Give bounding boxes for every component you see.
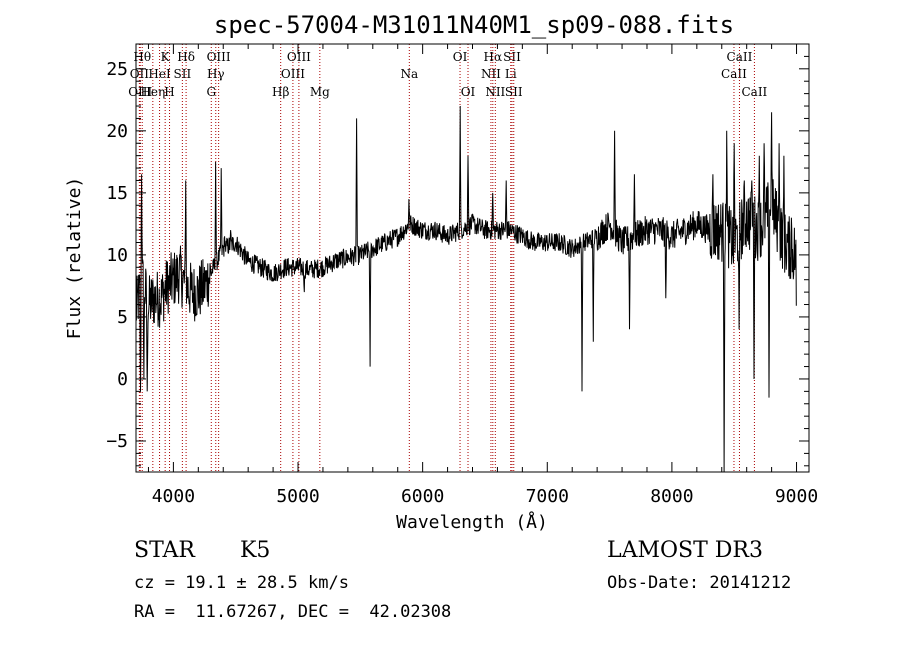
marker-label: OI bbox=[461, 85, 476, 99]
marker-label: Hβ bbox=[272, 85, 289, 99]
marker-label: Mg bbox=[310, 85, 330, 99]
x-axis-ticks: 4000 5000 6000 7000 8000 9000 bbox=[147, 44, 818, 507]
marker-label: K bbox=[161, 50, 171, 64]
x-tick-label: 7000 bbox=[526, 486, 569, 507]
marker-label: Hα bbox=[484, 50, 503, 64]
marker-label: Li bbox=[505, 67, 517, 81]
marker-label: SII bbox=[503, 50, 521, 64]
marker-label: Hγ bbox=[207, 67, 225, 81]
y-tick-label: 15 bbox=[106, 183, 128, 204]
marker-label: OIII bbox=[207, 50, 231, 64]
x-tick-label: 5000 bbox=[276, 486, 319, 507]
y-tick-label: −5 bbox=[106, 431, 128, 452]
marker-label: Heη bbox=[140, 85, 165, 99]
y-axis-ticks: −5 0 5 10 15 20 25 bbox=[106, 43, 809, 467]
marker-label: Na bbox=[400, 67, 418, 81]
marker-label: OIII bbox=[128, 85, 152, 99]
chart-title: spec-57004-M31011N40M1_sp09-088.fits bbox=[214, 11, 734, 39]
y-tick-label: 25 bbox=[106, 59, 128, 80]
marker-label: OII bbox=[130, 67, 150, 81]
spectral-line-markers: HθOIIOIIIHeηHeIKHSIIHδGHγOIIIHβOIIIOIIIM… bbox=[128, 44, 768, 472]
marker-label: Hθ bbox=[133, 50, 151, 64]
marker-label: Hδ bbox=[177, 50, 195, 64]
y-axis-label: Flux (relative) bbox=[64, 177, 85, 340]
redshift-value: cz = 19.1 ± 28.5 km/s bbox=[134, 573, 349, 593]
marker-label: HeI bbox=[148, 67, 171, 81]
marker-label: SII bbox=[174, 67, 192, 81]
marker-label: SII bbox=[505, 85, 523, 99]
marker-label: OIII bbox=[281, 67, 305, 81]
y-tick-label: 0 bbox=[117, 369, 128, 390]
object-subclass: K5 bbox=[240, 538, 271, 563]
coordinates: RA = 11.67267, DEC = 42.02308 bbox=[134, 602, 452, 622]
spectrum-series bbox=[135, 105, 797, 473]
x-tick-label: 4000 bbox=[152, 486, 195, 507]
marker-label: CaII bbox=[741, 85, 767, 99]
observation-date: Obs-Date: 20141212 bbox=[607, 573, 792, 593]
marker-label: OI bbox=[453, 50, 468, 64]
x-tick-label: 8000 bbox=[650, 486, 693, 507]
x-tick-label: 9000 bbox=[775, 486, 818, 507]
marker-label: NII bbox=[481, 67, 501, 81]
marker-label: CaII bbox=[727, 50, 753, 64]
marker-label: NII bbox=[485, 85, 505, 99]
x-tick-label: 6000 bbox=[401, 486, 444, 507]
marker-label: OIII bbox=[287, 50, 311, 64]
plot-frame bbox=[135, 43, 810, 473]
object-class: STAR bbox=[134, 538, 195, 563]
marker-label: H bbox=[164, 85, 174, 99]
marker-label: CaII bbox=[721, 67, 747, 81]
y-tick-label: 10 bbox=[106, 245, 128, 266]
x-axis-label: Wavelength (Å) bbox=[396, 511, 548, 533]
y-tick-label: 20 bbox=[106, 121, 128, 142]
flux-series-line bbox=[135, 105, 797, 473]
y-tick-label: 5 bbox=[117, 307, 128, 328]
marker-label: G bbox=[206, 85, 216, 99]
survey-name: LAMOST DR3 bbox=[607, 538, 763, 563]
